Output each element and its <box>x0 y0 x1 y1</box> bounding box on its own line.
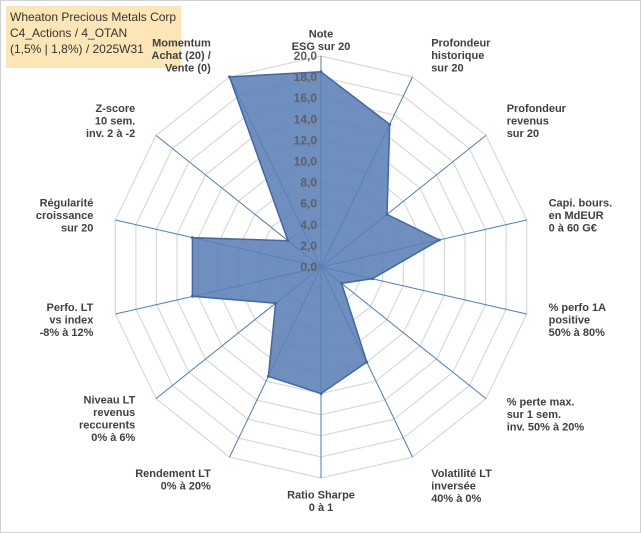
axis-label: % perte max. sur 1 sem. inv. 50% à 20% <box>507 397 585 434</box>
axis-label-line: Volatilité LT <box>431 468 492 480</box>
axis-label: % perfo 1A positive 50% à 80% <box>549 302 607 339</box>
axis-label-line: sur 20 <box>431 63 463 75</box>
data-point <box>437 238 441 242</box>
axis-label-line: Ratio Sharpe <box>287 490 355 502</box>
axis-label-line: Régularité <box>40 197 94 209</box>
axis-label-line: inv. 2 à -2 <box>86 128 135 140</box>
radial-tick-label: 10,0 <box>294 155 318 169</box>
chart-title-company: Wheaton Precious Metals Corp <box>10 10 177 24</box>
axis-label: Momentum Achat (20) / Vente (0) <box>152 38 212 75</box>
radial-tick-label: 12,0 <box>294 133 318 147</box>
axis-label-line: Profondeur <box>431 38 491 50</box>
axis-label-line: 0 à 60 G€ <box>549 222 597 234</box>
data-point <box>370 277 374 281</box>
axis-label: Volatilité LT inversée 40% à 0% <box>431 468 492 505</box>
axis-label-line: sur 20 <box>61 222 93 234</box>
axis-label-line: positive <box>549 315 591 327</box>
data-point <box>319 70 323 74</box>
data-point <box>228 75 231 79</box>
radial-tick-label: 16,0 <box>294 91 318 105</box>
radial-tick-label: 6,0 <box>300 197 317 211</box>
axis-label: Régularité croissance sur 20 <box>36 197 93 234</box>
radial-tick-label: 4,0 <box>300 218 317 232</box>
axis-label-line: 0% à 6% <box>91 432 135 444</box>
axis-label: Niveau LT revenus reccurents 0% à 6% <box>79 394 136 444</box>
axis-label-line: ESG sur 20 <box>292 41 351 53</box>
axis-label-line: -8% à 12% <box>40 327 94 339</box>
axis-label-line: vs index <box>49 315 94 327</box>
radial-tick-label: 20,0 <box>294 49 318 63</box>
radial-tick-label: 14,0 <box>294 112 318 126</box>
radial-tick-label: 18,0 <box>294 70 318 84</box>
axis-label-line: 50% à 80% <box>549 327 605 339</box>
axis-label-line: reccurents <box>79 419 135 431</box>
chart-title-period: (1,5% | 1,8%) / 2025W31 <box>10 42 144 56</box>
data-point <box>286 239 290 243</box>
data-point <box>340 281 344 285</box>
data-point <box>365 360 369 364</box>
axis-label: Profondeur revenus sur 20 <box>507 103 567 140</box>
axis-label-line: Rendement LT <box>135 468 211 480</box>
axis-label-line: % perte max. <box>507 397 575 409</box>
axis-label: Note ESG sur 20 <box>292 29 351 54</box>
axis-label-line: Niveau LT <box>84 394 136 406</box>
axis-label: Rendement LT 0% à 20% <box>135 468 211 493</box>
data-point <box>266 374 270 378</box>
data-point <box>190 294 194 298</box>
axis-label: Profondeur historique sur 20 <box>431 38 491 75</box>
axis-label-line: Momentum <box>152 38 211 50</box>
axis-spoke <box>320 266 487 399</box>
axis-label-line: % perfo 1A <box>549 302 607 314</box>
data-point <box>388 122 392 126</box>
data-point <box>190 236 194 240</box>
axis-label-line: croissance <box>36 210 93 222</box>
axis-label-line: Note <box>309 29 333 41</box>
axis-label: Perfo. LT vs index -8% à 12% <box>40 302 95 339</box>
radial-tick-label: 2,0 <box>300 239 317 253</box>
axis-label-line: 0% à 20% <box>161 481 211 493</box>
axis-label-line: revenus <box>93 407 135 419</box>
axis-label-line: 40% à 0% <box>431 493 481 505</box>
axis-label-line: Profondeur <box>507 103 567 115</box>
axis-label-line: Vente (0) <box>165 63 211 75</box>
axis-label-line: Perfo. LT <box>47 302 94 314</box>
chart-title-box: Wheaton Precious Metals Corp C4_Actions … <box>6 6 181 68</box>
axis-label: Ratio Sharpe 0 à 1 <box>287 490 355 515</box>
axis-label: Z-score 10 sem. inv. 2 à -2 <box>86 103 135 140</box>
axis-label: Capi. bours. en MdEUR 0 à 60 G€ <box>549 197 613 234</box>
chart-title-category: C4_Actions / 4_OTAN <box>10 26 128 40</box>
axis-label-line: sur 1 sem. <box>507 409 561 421</box>
radial-tick-label: 0,0 <box>300 260 317 274</box>
radial-tick-label: 8,0 <box>300 176 317 190</box>
axis-label-line: revenus <box>507 115 549 127</box>
axis-label-line: Achat (20) / <box>152 50 211 62</box>
data-point <box>385 212 389 216</box>
axis-label-line: sur 20 <box>507 128 539 140</box>
data-point <box>274 301 278 305</box>
axis-label-line: en MdEUR <box>549 210 604 222</box>
axis-label-line: Z-score <box>96 103 136 115</box>
axis-label-line: 10 sem. <box>95 115 135 127</box>
axis-label-line: inversée <box>431 481 476 493</box>
axis-label-line: historique <box>431 50 484 62</box>
axis-label-line: 0 à 1 <box>309 502 333 514</box>
axis-label-line: Capi. bours. <box>549 197 613 209</box>
axis-label-line: inv. 50% à 20% <box>507 422 585 434</box>
data-point <box>319 392 323 396</box>
